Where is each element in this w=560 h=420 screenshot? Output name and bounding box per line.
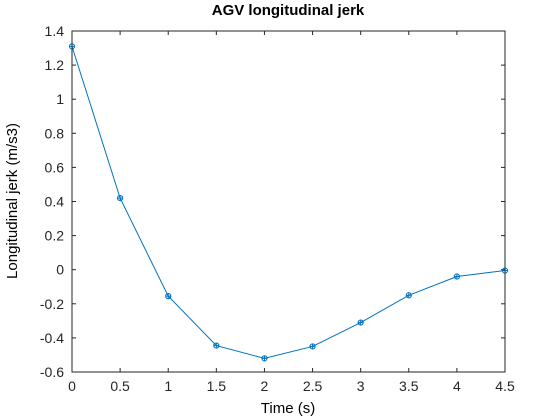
y-tick-label: -0.4 (40, 330, 64, 346)
x-tick-label: 0 (68, 378, 76, 394)
data-point-marker (357, 319, 364, 326)
y-tick-label: 0.2 (45, 228, 65, 244)
x-tick-label: 2.5 (303, 378, 323, 394)
y-tick-label: -0.2 (40, 296, 64, 312)
x-tick-label: 4 (453, 378, 461, 394)
data-point-marker (405, 292, 412, 299)
axes-box (71, 30, 506, 373)
chart-title: AGV longitudinal jerk (212, 2, 365, 19)
x-tick-label: 1 (164, 378, 172, 394)
series-layer (68, 43, 509, 362)
x-axis-label: Time (s) (261, 400, 315, 417)
data-point-marker (117, 194, 124, 202)
y-tick-label: 0 (56, 262, 64, 278)
x-tick-label: 1.5 (207, 378, 227, 394)
y-tick-label: -0.6 (40, 364, 64, 380)
plot-area (72, 31, 505, 372)
series-line (71, 46, 506, 359)
data-point-marker (165, 293, 172, 300)
y-tick-label: 1.2 (45, 57, 65, 73)
x-tick-label: 3 (357, 378, 365, 394)
data-point-marker (309, 343, 316, 350)
data-point-marker (453, 273, 460, 280)
data-point-marker (261, 355, 268, 362)
x-tick-label: 2 (261, 378, 269, 394)
y-tick-label: 0.6 (45, 159, 65, 175)
axis-ticks: 0 0.5 1 1.5 2 2.5 3 3.5 4 4.5 -0.6 -0.4 -0.2 0 0.2 0.4 0… (40, 23, 515, 394)
x-tick-label: 4.5 (495, 378, 515, 394)
y-axis-label: Longitudinal jerk (m/s3) (4, 123, 21, 279)
x-tick-label: 0.5 (110, 378, 130, 394)
y-tick-label: 1 (56, 91, 64, 107)
data-point-marker (213, 342, 220, 349)
y-tick-label: 0.4 (45, 194, 65, 210)
y-tick-label: 0.8 (45, 125, 65, 141)
x-tick-label: 3.5 (399, 378, 419, 394)
y-tick-label: 1.4 (45, 23, 65, 39)
